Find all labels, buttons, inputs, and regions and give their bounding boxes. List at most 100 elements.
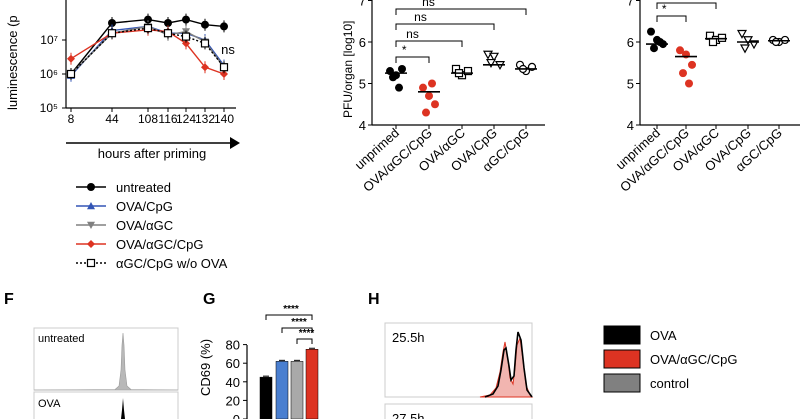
luminescence-chart: luminescence (p 10⁵ 10⁶ 10⁷ 8 44 108 11612413…	[5, 0, 240, 271]
pfu2-y-tick-label: 7	[627, 0, 634, 9]
legend-swatch-control	[603, 373, 641, 393]
histogram-h-25h-black	[484, 331, 533, 398]
pfu-liver-points	[646, 27, 790, 88]
histogram-f-ova-label: OVA	[38, 398, 61, 410]
luminescence-point-OVA/αGC/CpG	[67, 54, 75, 63]
panel-h: H 25.5h 27.5h OVA OVA/αGC/CpG control	[368, 291, 737, 419]
pfu2-point	[739, 44, 751, 54]
legend-label-control: control	[650, 376, 689, 391]
legend-marker-OVA/αGC/CpG	[87, 240, 95, 248]
luminescence-point-OVA/αGC/CpG	[220, 70, 228, 78]
cd69-y-tick-label: 20	[226, 393, 240, 408]
luminescence-point-αGC/CpG w/o OVA	[181, 32, 191, 41]
luminescence-point-αGC/CpG w/o OVA	[200, 39, 210, 48]
legend-marker-OVA/CpG	[87, 202, 95, 210]
pfu1-point	[431, 100, 439, 109]
cd69-bracket-label: ****	[299, 328, 315, 339]
pfu1-point	[485, 58, 497, 68]
legend-marker-OVA/αGC	[87, 221, 95, 229]
legend-swatch-OVA/αGC/CpG	[603, 349, 641, 369]
pfu1-bracket	[395, 40, 463, 47]
cd69-bar-untreated	[259, 376, 273, 419]
pfu1-point	[398, 64, 406, 73]
luminescence-point-αGC/CpG w/o OVA	[163, 29, 173, 38]
pfu1-point	[389, 73, 397, 82]
pfu1-bracket-label: ns	[422, 0, 435, 9]
luminescence-y-label: luminescence (p	[5, 15, 20, 110]
pfu-liver-chart: 4 5 6 7 * unprimedOVA/αGC/CpGOVA/αGCOVA/CpG…	[613, 0, 800, 195]
legend-label-OVA/αGC: OVA/αGC	[116, 218, 173, 233]
luminescence-point-untreated	[164, 19, 172, 27]
pfu1-bracket-label: *	[402, 43, 407, 57]
pfu1-point	[419, 83, 427, 92]
pfu1-bracket-label: ns	[414, 10, 427, 24]
pfu2-point	[717, 33, 727, 42]
cd69-bar-OVA/CpG	[275, 361, 289, 419]
luminescence-x-tick-label: 132	[195, 112, 215, 126]
pfu2-point	[647, 27, 655, 36]
legend-label-OVA/αGC/CpG: OVA/αGC/CpG	[650, 352, 737, 367]
panel-f: F untreated OVA	[4, 291, 179, 419]
pfu1-point	[428, 79, 436, 88]
luminescence-y-tick-label: 10⁶	[40, 67, 58, 81]
pfu2-y-tick-label: 5	[627, 77, 634, 92]
pfu2-point	[708, 37, 718, 47]
luminescence-x-tick-label: 8	[68, 112, 75, 126]
cd69-bracket	[296, 338, 313, 344]
luminescence-point-αGC/CpG w/o OVA	[143, 24, 153, 33]
luminescence-ns-annotation: ns	[221, 42, 235, 57]
pfu2-y-tick-label: 6	[627, 35, 634, 50]
pfu2-bracket	[656, 15, 687, 22]
pfu1-point	[488, 52, 500, 62]
pfu1-point	[425, 91, 433, 100]
histogram-f-untreated-label: untreated	[38, 333, 84, 345]
pfu2-point	[685, 79, 693, 88]
pfu2-bracket	[656, 2, 717, 9]
pfu1-y-tick-label: 4	[359, 118, 366, 133]
pfu1-bracket	[395, 56, 430, 63]
histogram-h-25h-label: 25.5h	[392, 330, 425, 345]
pfu2-point	[650, 44, 658, 53]
histogram-h-legend: OVA OVA/αGC/CpG control	[603, 325, 737, 393]
pfu1-bracket	[395, 23, 495, 30]
legend-label-untreated: untreated	[116, 180, 171, 195]
luminescence-point-untreated	[144, 15, 152, 24]
hours-arrow-head	[230, 137, 240, 149]
legend-label-αGC/CpG w/o OVA: αGC/CpG w/o OVA	[116, 256, 228, 271]
histogram-h-25h-box	[384, 322, 533, 398]
panel-g: G CD69 (%) 020406080 ************	[198, 291, 319, 419]
histogram-h-27h-box	[384, 403, 533, 419]
cd69-brackets: ************	[265, 304, 315, 344]
pfu-liver-brackets: *	[656, 2, 717, 22]
pfu-spleen-y-label: PFU/organ [log10]	[341, 21, 355, 118]
cd69-y-ticks: 0 20 40 60 80	[226, 338, 247, 419]
luminescence-point-untreated	[182, 15, 190, 24]
histogram-f-untreated-peak	[33, 332, 179, 391]
luminescence-point-αGC/CpG w/o OVA	[66, 69, 76, 79]
cd69-bracket	[265, 314, 313, 320]
pfu-spleen-points	[385, 50, 537, 117]
pfu1-y-tick-label: 7	[359, 0, 366, 9]
histogram-h-27h-label: 27.5h	[392, 411, 425, 419]
cd69-y-tick-label: 60	[226, 356, 240, 371]
pfu-spleen-y-ticks: 4 5 6 7	[359, 0, 372, 133]
luminescence-legend: untreated OVA/CpG OVA/αGC OVA/αGC/CpG αGC/Cp…	[76, 180, 228, 271]
luminescence-x-tick-label: 44	[105, 112, 119, 126]
pfu1-point	[422, 108, 430, 117]
legend-label-OVA/αGC/CpG: OVA/αGC/CpG	[116, 237, 203, 252]
panel-h-letter: H	[368, 291, 380, 308]
cd69-y-label: CD69 (%)	[198, 339, 213, 396]
luminescence-x-tick-label: 116	[158, 112, 177, 126]
cd69-bracket-label: ****	[291, 317, 307, 328]
histogram-f-ova-box	[33, 391, 179, 419]
cd69-bracket-label: ****	[283, 304, 299, 315]
cd69-y-tick-label: 40	[226, 375, 240, 390]
luminescence-x-tick-label: 124	[176, 112, 196, 126]
pfu2-point	[771, 37, 781, 47]
